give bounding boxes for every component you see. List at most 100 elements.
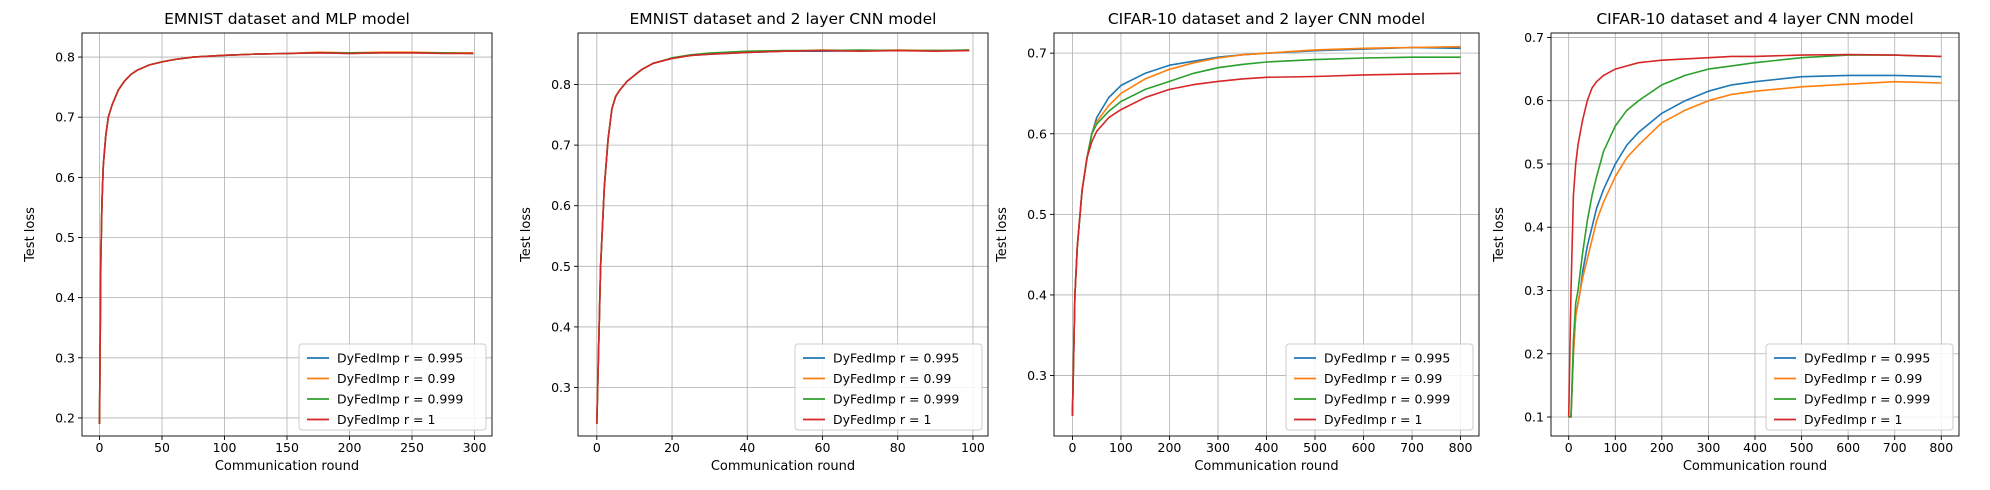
chart-panel-3: 0 100 200 300 400 500 600 700 800 0.3 0.4 0.5 0.6 0.7…	[995, 10, 1480, 474]
x-tick-label: 100	[961, 440, 985, 455]
y-tick-label: 0.8	[551, 77, 571, 92]
x-tick-label: 100	[1603, 440, 1627, 455]
y-tick-label: 0.6	[551, 198, 571, 213]
x-tick-label: 400	[1743, 440, 1767, 455]
y-tick-label: 0.3	[1524, 283, 1544, 298]
x-tick-label: 800	[1449, 440, 1473, 455]
x-tick-label: 300	[1696, 440, 1720, 455]
x-tick-label: 200	[1158, 440, 1182, 455]
series-line-4	[98, 51, 474, 425]
y-tick-label: 0.4	[55, 290, 75, 305]
legend: DyFedImp r = 0.995 DyFedImp r = 0.99 DyFed…	[1765, 343, 1954, 431]
x-tick-label: 300	[1206, 440, 1230, 455]
x-tick-label: 500	[1790, 440, 1814, 455]
legend-entry-label: DyFedImp r = 0.99	[833, 371, 951, 386]
chart-panel-2: 0 20 40 60 80 100 0.3 0.4 0.5 0.6 0.7 0.8 EMNIST dat…	[519, 10, 989, 474]
y-tick-label: 0.6	[55, 170, 75, 185]
y-tick-label: 0.5	[1027, 207, 1047, 222]
x-tick-label: 50	[154, 440, 170, 455]
y-tick-label: 0.4	[1027, 287, 1047, 302]
x-tick-label: 100	[1109, 440, 1133, 455]
legend: DyFedImp r = 0.995 DyFedImp r = 0.99 DyFed…	[298, 343, 487, 431]
legend-entry-label: DyFedImp r = 0.995	[1324, 351, 1450, 366]
chart-title: CIFAR-10 dataset and 4 layer CNN model	[1596, 10, 1913, 28]
chart-title: EMNIST dataset and MLP model	[164, 10, 410, 28]
y-tick-label: 0.7	[55, 110, 75, 125]
x-axis-label: Communication round	[1194, 459, 1338, 474]
x-tick-label: 800	[1929, 440, 1953, 455]
y-axis-label: Test loss	[1492, 207, 1507, 263]
x-tick-label: 0	[96, 440, 104, 455]
legend-entry-label: DyFedImp r = 0.995	[1804, 351, 1930, 366]
legend-entry-label: DyFedImp r = 0.999	[833, 392, 959, 407]
legend-entry-label: DyFedImp r = 0.99	[337, 371, 455, 386]
y-tick-label: 0.4	[1524, 220, 1544, 235]
y-tick-label: 0.3	[551, 380, 571, 395]
x-tick-label: 100	[213, 440, 237, 455]
y-axis-label: Test loss	[519, 207, 534, 263]
x-tick-label: 400	[1255, 440, 1279, 455]
legend-entry-label: DyFedImp r = 0.99	[1324, 371, 1442, 386]
legend-box	[298, 343, 487, 431]
legend-box	[794, 343, 983, 431]
legend: DyFedImp r = 0.995 DyFedImp r = 0.99 DyFed…	[794, 343, 983, 431]
x-tick-label: 0	[593, 440, 601, 455]
legend-box	[1765, 343, 1954, 431]
legend: DyFedImp r = 0.995 DyFedImp r = 0.99 DyFed…	[1285, 343, 1474, 431]
legend-entry-label: DyFedImp r = 0.999	[1324, 392, 1450, 407]
x-tick-label: 200	[1650, 440, 1674, 455]
chart-panel-1: 0 50 100 150 200 250 300 0.2 0.3 0.4 0.5 0.6 0.7 0.8 E…	[23, 10, 493, 474]
y-tick-label: 0.2	[1524, 346, 1544, 361]
series-line-4	[1567, 53, 1942, 418]
legend-entry-label: DyFedImp r = 1	[337, 412, 435, 427]
y-axis-label: Test loss	[23, 207, 38, 263]
x-tick-label: 200	[338, 440, 362, 455]
x-axis-label: Communication round	[1683, 459, 1827, 474]
legend-entry-label: DyFedImp r = 1	[1324, 412, 1422, 427]
y-axis-label: Test loss	[995, 207, 1010, 263]
x-tick-label: 300	[463, 440, 487, 455]
chart-panel-4: 0 100 200 300 400 500 600 700 800 0.1 0.2 0.3 0.4 0.5…	[1492, 10, 1960, 474]
x-tick-label: 500	[1303, 440, 1327, 455]
y-tick-label: 0.3	[55, 350, 75, 365]
series-line-4	[1071, 72, 1461, 416]
series-line-2	[1568, 80, 1942, 418]
y-tick-label: 0.5	[551, 259, 571, 274]
plot-frame	[577, 32, 989, 437]
series-line-3	[1568, 54, 1942, 418]
x-tick-label: 0	[1565, 440, 1573, 455]
x-tick-label: 700	[1883, 440, 1907, 455]
y-tick-label: 0.6	[1524, 93, 1544, 108]
legend-box	[1285, 343, 1474, 431]
chart-title: EMNIST dataset and 2 layer CNN model	[630, 10, 937, 28]
series-line-4	[596, 49, 970, 424]
x-tick-label: 40	[739, 440, 755, 455]
y-tick-label: 0.8	[55, 50, 75, 65]
y-tick-label: 0.7	[551, 138, 571, 153]
x-tick-label: 250	[400, 440, 424, 455]
x-tick-label: 600	[1836, 440, 1860, 455]
x-axis-label: Communication round	[215, 459, 359, 474]
x-tick-label: 80	[890, 440, 906, 455]
x-tick-label: 600	[1352, 440, 1376, 455]
x-tick-label: 700	[1400, 440, 1424, 455]
y-tick-label: 0.1	[1524, 410, 1544, 425]
x-tick-label: 0	[1068, 440, 1076, 455]
y-tick-label: 0.7	[1524, 30, 1544, 45]
x-tick-label: 60	[815, 440, 831, 455]
x-tick-label: 150	[275, 440, 299, 455]
legend-entry-label: DyFedImp r = 1	[833, 412, 931, 427]
y-tick-label: 0.5	[1524, 156, 1544, 171]
y-tick-label: 0.5	[55, 230, 75, 245]
y-tick-label: 0.4	[551, 319, 571, 334]
legend-entry-label: DyFedImp r = 0.995	[337, 351, 463, 366]
y-tick-label: 0.7	[1027, 46, 1047, 61]
legend-entry-label: DyFedImp r = 0.999	[337, 392, 463, 407]
chart-title: CIFAR-10 dataset and 2 layer CNN model	[1108, 10, 1425, 28]
legend-entry-label: DyFedImp r = 0.99	[1804, 371, 1922, 386]
legend-entry-label: DyFedImp r = 1	[1804, 412, 1902, 427]
y-tick-label: 0.6	[1027, 126, 1047, 141]
legend-entry-label: DyFedImp r = 0.995	[833, 351, 959, 366]
x-tick-label: 20	[664, 440, 680, 455]
